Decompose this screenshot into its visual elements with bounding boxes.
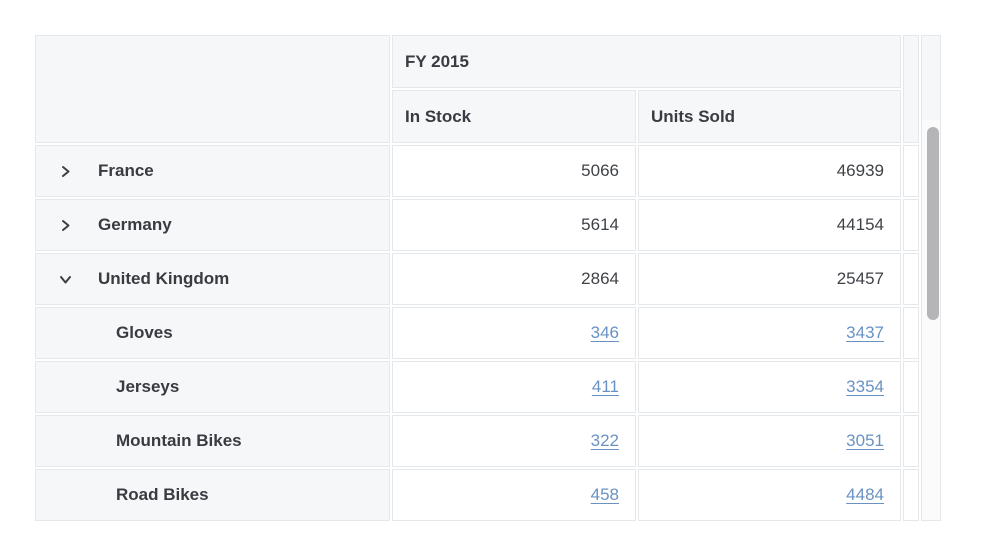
row-label: United Kingdom (98, 269, 230, 288)
chevron-right-icon[interactable] (56, 162, 74, 180)
scrollbar-thumb[interactable] (927, 127, 939, 320)
data-cell: 46939 (638, 145, 901, 197)
filler-cell (903, 307, 919, 359)
column-header-in-stock[interactable]: In Stock (392, 90, 636, 143)
data-cell: 4484 (638, 469, 901, 521)
row-header-jerseys: Jerseys (35, 361, 390, 413)
row-label: Jerseys (116, 377, 180, 396)
drill-link[interactable]: 411 (591, 377, 619, 396)
row-header-united-kingdom[interactable]: United Kingdom (35, 253, 390, 305)
row-label: Germany (98, 215, 172, 234)
drill-link[interactable]: 322 (590, 431, 619, 450)
drill-link[interactable]: 4484 (846, 485, 884, 504)
corner-cell (35, 35, 390, 143)
filler-cell (903, 199, 919, 251)
column-header-units-sold[interactable]: Units Sold (638, 90, 901, 143)
drill-link[interactable]: 458 (590, 485, 619, 504)
filler-cell (903, 253, 919, 305)
row-label: Mountain Bikes (116, 431, 242, 450)
filler-cell (903, 145, 919, 197)
table-row-jerseys: Jerseys 411 3354 (35, 361, 941, 413)
data-cell: 458 (392, 469, 636, 521)
data-cell: 5614 (392, 199, 636, 251)
table-row-united-kingdom: United Kingdom 2864 25457 (35, 253, 941, 305)
chevron-right-icon[interactable] (56, 216, 74, 234)
vertical-scrollbar[interactable] (921, 35, 941, 521)
table-row-road-bikes: Road Bikes 458 4484 (35, 469, 941, 521)
row-header-france[interactable]: France (35, 145, 390, 197)
table-row-germany: Germany 5614 44154 (35, 199, 941, 251)
chevron-down-icon[interactable] (56, 270, 74, 288)
drill-link[interactable]: 346 (590, 323, 619, 342)
data-cell: 3354 (638, 361, 901, 413)
data-cell: 5066 (392, 145, 636, 197)
row-header-germany[interactable]: Germany (35, 199, 390, 251)
filler-cell (903, 469, 919, 521)
filler-cell (903, 415, 919, 467)
column-group-header-fy2015[interactable]: FY 2015 (392, 35, 901, 88)
table-row-france: France 5066 46939 (35, 145, 941, 197)
data-cell: 3437 (638, 307, 901, 359)
scrollbar-header-cap (922, 36, 940, 120)
data-cell: 25457 (638, 253, 901, 305)
header-filler-cell (903, 35, 919, 143)
drill-link[interactable]: 3354 (846, 377, 884, 396)
row-label: Road Bikes (116, 485, 209, 504)
data-cell: 2864 (392, 253, 636, 305)
data-cell: 346 (392, 307, 636, 359)
drill-link[interactable]: 3437 (846, 323, 884, 342)
header-row-group: FY 2015 (35, 35, 941, 521)
data-cell: 411 (392, 361, 636, 413)
row-label: France (98, 161, 154, 180)
table-row-mountain-bikes: Mountain Bikes 322 3051 (35, 415, 941, 467)
row-header-mountain-bikes: Mountain Bikes (35, 415, 390, 467)
filler-cell (903, 361, 919, 413)
table-row-gloves: Gloves 346 3437 (35, 307, 941, 359)
data-cell: 322 (392, 415, 636, 467)
row-label: Gloves (116, 323, 173, 342)
header-row-measures: In Stock Units Sold (35, 90, 941, 143)
row-header-gloves: Gloves (35, 307, 390, 359)
pivot-grid: FY 2015 In Stock Units Sold France 5066 (33, 33, 943, 523)
data-cell: 3051 (638, 415, 901, 467)
data-cell: 44154 (638, 199, 901, 251)
row-header-road-bikes: Road Bikes (35, 469, 390, 521)
drill-link[interactable]: 3051 (846, 431, 884, 450)
